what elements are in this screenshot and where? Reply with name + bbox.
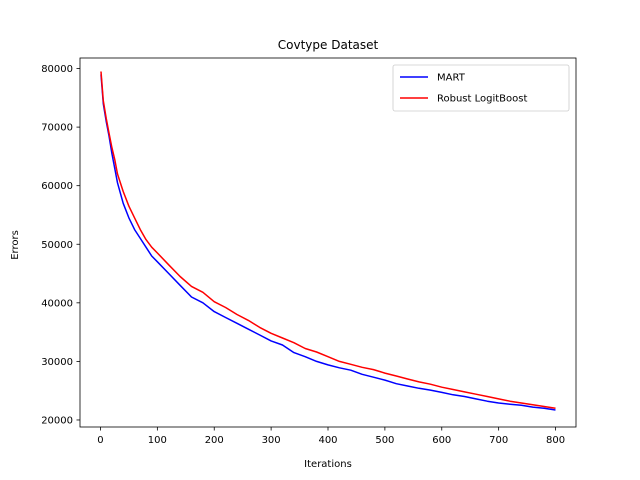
x-tick-label: 500 <box>375 435 394 446</box>
plot-area: 0 100 200 300 400 500 600 700 800 20000 30000 40000… <box>41 57 577 446</box>
y-tick-label: 60000 <box>41 181 73 192</box>
y-tick-label: 30000 <box>41 357 73 368</box>
chart-title: Covtype Dataset <box>278 38 379 52</box>
y-tick-label: 40000 <box>41 298 73 309</box>
legend-label-2: Robust LogitBoost <box>437 94 527 105</box>
x-tick-label: 100 <box>148 435 167 446</box>
legend-box <box>392 64 570 112</box>
x-tick-label: 0 <box>97 435 103 446</box>
y-tick-label: 70000 <box>41 123 73 134</box>
x-tick-label: 600 <box>432 435 451 446</box>
x-axis-title: Iterations <box>304 459 352 470</box>
x-tick-label: 700 <box>489 435 508 446</box>
x-tick-label: 200 <box>205 435 224 446</box>
y-tick-label: 50000 <box>41 240 73 251</box>
x-tick-label: 400 <box>318 435 337 446</box>
x-tick-label: 800 <box>546 435 565 446</box>
series-line-1 <box>100 74 556 411</box>
y-axis-title: Errors <box>10 230 21 260</box>
y-tick-label: 20000 <box>41 415 73 426</box>
x-tick-label: 300 <box>262 435 281 446</box>
legend-label-1: MART <box>437 73 466 84</box>
series-line-2 <box>100 71 556 410</box>
y-tick-label: 80000 <box>41 64 73 75</box>
